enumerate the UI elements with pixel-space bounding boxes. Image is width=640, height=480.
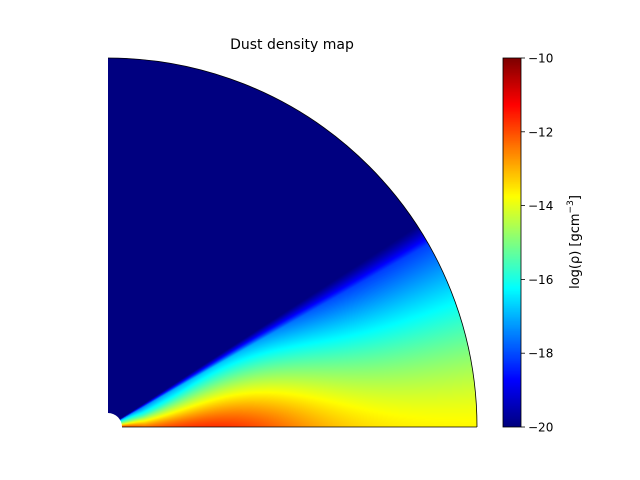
- colorbar-label-exponent: −3: [566, 200, 576, 213]
- density-map: [108, 58, 477, 427]
- colorbar-gradient: [503, 58, 521, 427]
- colorbar-tick-label: −10: [528, 52, 553, 66]
- density-raster: [108, 58, 477, 427]
- colorbar-ticks: −10 −12 −14 −16 −18 −20: [521, 52, 553, 435]
- inner-hole: [94, 413, 122, 441]
- colorbar-tick-label: −14: [528, 199, 553, 213]
- colorbar-label-main: log(ρ) [gcm: [568, 213, 583, 288]
- colorbar-label: log(ρ) [gcm−3]: [566, 195, 583, 289]
- colorbar-tick-label: −20: [528, 421, 553, 435]
- colorbar-tick-label: −18: [528, 347, 553, 361]
- chart-title: Dust density map: [230, 37, 354, 53]
- colorbar-label-end: ]: [568, 195, 583, 200]
- map-outline-arc: [107, 57, 478, 428]
- colorbar-tick-label: −12: [528, 125, 553, 139]
- colorbar: −10 −12 −14 −16 −18 −20 log(ρ) [gcm−3]: [502, 52, 583, 435]
- colorbar-frame: [502, 57, 522, 428]
- colorbar-tick-label: −16: [528, 273, 553, 287]
